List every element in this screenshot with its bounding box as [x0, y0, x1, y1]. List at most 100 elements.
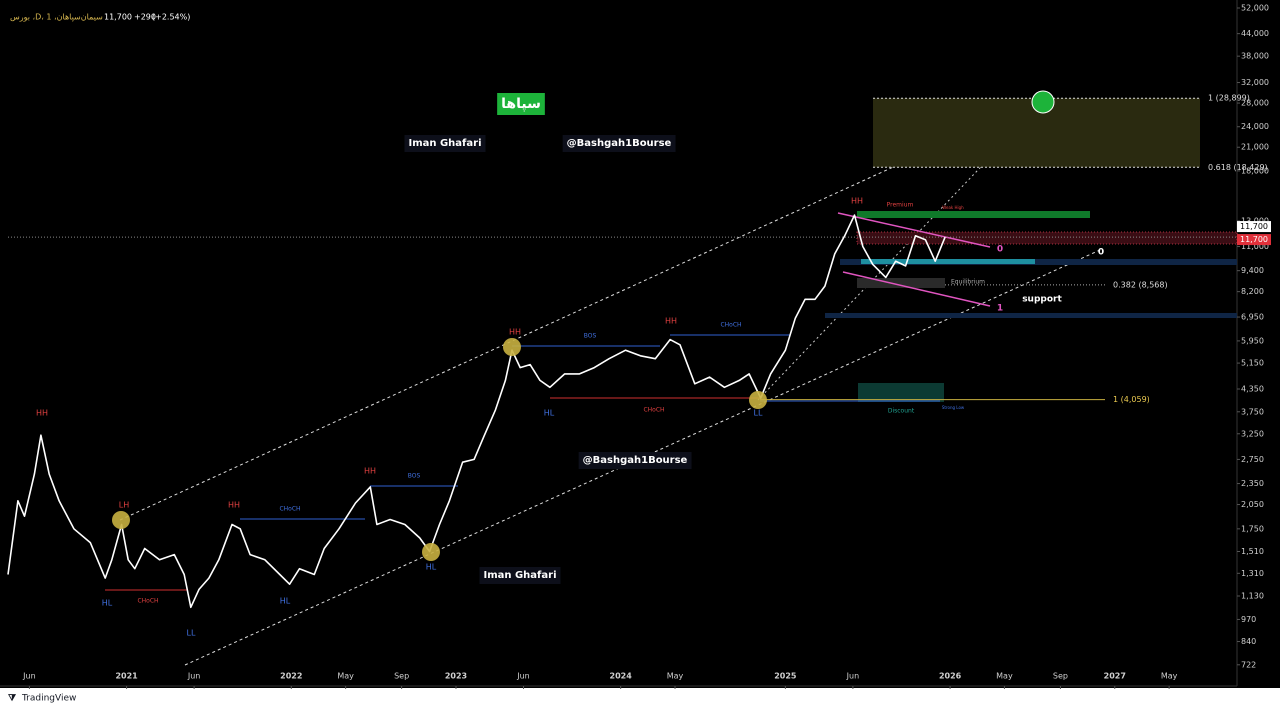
y-tick-label: 1,130 — [1241, 592, 1264, 601]
watermark-box — [479, 567, 561, 584]
annotation: CHoCH — [643, 407, 664, 414]
y-tick-label: 2,350 — [1241, 479, 1264, 488]
x-tick-label: 2021 — [115, 672, 138, 681]
x-tick-label: May — [337, 672, 354, 681]
y-tick-label: 18,000 — [1241, 166, 1269, 175]
annotation: HL — [544, 409, 555, 418]
y-tick-label: 1,510 — [1241, 547, 1264, 556]
watermark: Iman Ghafari — [408, 138, 481, 149]
annotation: HH — [851, 197, 863, 206]
zone-navy-2 — [825, 313, 1237, 318]
y-tick-label: 5,950 — [1241, 336, 1264, 345]
x-tick-label: Jun — [846, 672, 860, 681]
watermark: Iman Ghafari — [483, 570, 556, 581]
annotation: LL — [187, 629, 196, 638]
annotation: HH — [364, 467, 376, 476]
y-tick-label: 3,750 — [1241, 407, 1264, 416]
x-tick-label: Jun — [187, 672, 201, 681]
watermark-box — [404, 135, 486, 152]
last-price-label: 11,700 — [1240, 235, 1268, 244]
y-tick-label: 2,750 — [1241, 455, 1264, 464]
y-tick-label: 21,000 — [1241, 143, 1269, 152]
annotation: HH — [228, 501, 240, 510]
change-pct: (+2.54%) — [152, 13, 190, 22]
annotation: Discount — [888, 408, 915, 415]
fib-label: 1 (28,899) — [1208, 94, 1250, 103]
y-tick-label: 44,000 — [1241, 29, 1269, 38]
change: +290 — [134, 13, 156, 22]
annotation: Weak High — [942, 205, 964, 210]
annotation: Premium — [887, 202, 914, 209]
annotation: 0 — [1098, 248, 1104, 258]
y-tick-label: 28,000 — [1241, 99, 1269, 108]
x-tick-label: Jun — [516, 672, 530, 681]
pivot-marker — [112, 511, 130, 529]
annotation: Strong Low — [942, 405, 965, 410]
equilibrium-zone — [857, 278, 945, 288]
annotation: CHoCH — [137, 598, 158, 605]
watermark: @Bashgah1Bourse — [583, 455, 688, 466]
x-tick-label: 2027 — [1104, 672, 1126, 681]
x-tick-label: Sep — [394, 672, 409, 681]
y-tick-label: 13,000 — [1241, 216, 1269, 225]
annotation: HL — [426, 563, 437, 572]
y-tick-label: 3,250 — [1241, 429, 1264, 438]
x-tick-label: 2026 — [939, 672, 962, 681]
projection-line — [757, 101, 1044, 401]
annotation: 1 — [997, 304, 1003, 314]
symbol: بورس ،D، سیمان‌سپاهان، 1 — [10, 13, 103, 22]
last-price-label: 11,700 — [1240, 222, 1268, 231]
x-tick-label: Jun — [22, 672, 36, 681]
y-tick-label: 9,400 — [1241, 266, 1264, 275]
price-line — [7, 214, 946, 609]
annotation: HL — [102, 599, 113, 608]
y-tick-label: 4,350 — [1241, 385, 1264, 394]
pivot-marker — [422, 543, 440, 561]
y-tick-label: 6,950 — [1241, 313, 1264, 322]
y-tick-label: 52,000 — [1241, 4, 1269, 13]
footer-background — [0, 688, 1280, 709]
annotation: Equilibrium — [951, 279, 985, 286]
y-tick-label: 1,310 — [1241, 569, 1264, 578]
annotation: 0 — [997, 245, 1003, 255]
x-tick-label: 2023 — [445, 672, 467, 681]
annotation: BOS — [584, 333, 597, 340]
y-tick-label: 11,000 — [1241, 242, 1269, 251]
annotation: LH — [119, 501, 129, 510]
y-tick-label: 8,200 — [1241, 287, 1264, 296]
last-price: 11,700 — [104, 13, 132, 22]
last-price-box — [1237, 234, 1271, 246]
weak-high-zone — [857, 211, 1090, 218]
annotation: CHoCH — [720, 322, 741, 329]
x-tick-label: May — [996, 672, 1013, 681]
annotation: LL — [754, 409, 763, 418]
x-tick-label: May — [667, 672, 684, 681]
channel-upper — [119, 99, 1041, 521]
y-tick-label: 5,150 — [1241, 359, 1264, 368]
watermark: سپاها — [501, 96, 541, 112]
x-tick-label: Sep — [1053, 672, 1068, 681]
watermark: @Bashgah1Bourse — [567, 138, 672, 149]
annotation: HL — [280, 597, 291, 606]
y-tick-label: 38,000 — [1241, 52, 1269, 61]
footer-brand-text: TradingView — [21, 694, 76, 704]
pivot-marker — [503, 338, 521, 356]
watermark-box — [497, 93, 545, 115]
wedge-upper — [837, 212, 991, 248]
y-tick-label: 1,750 — [1241, 524, 1264, 533]
supply-zone — [856, 231, 1238, 245]
annotation: CHoCH — [279, 506, 300, 513]
y-tick-label: 32,000 — [1241, 78, 1269, 87]
footer-brand: ⧩ — [8, 694, 17, 704]
last-price-box — [1237, 221, 1271, 233]
x-tick-label: 2022 — [280, 672, 302, 681]
y-tick-label: 2,050 — [1241, 500, 1264, 509]
watermark-box — [562, 135, 676, 152]
y-tick-label: 970 — [1241, 615, 1256, 624]
pivot-marker — [749, 391, 767, 409]
x-tick-label: 2024 — [610, 672, 633, 681]
wedge-lower — [842, 271, 991, 307]
